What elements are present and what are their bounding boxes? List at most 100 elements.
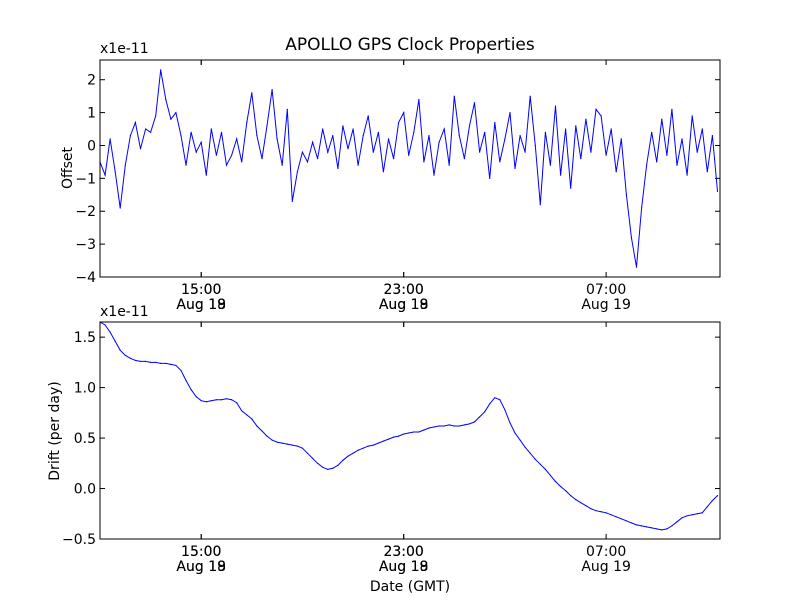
offset-data-point — [327, 151, 329, 153]
offset-data-point — [661, 118, 663, 120]
offset-data-point — [372, 151, 374, 153]
drift-data-point — [716, 495, 719, 497]
drift-data-point — [104, 324, 106, 326]
drift-data-point — [271, 439, 273, 441]
offset-data-point — [276, 138, 278, 140]
offset-data-point — [377, 131, 379, 133]
drift-data-point — [210, 400, 212, 402]
offset-data-point — [428, 135, 430, 137]
drift-data-point — [686, 515, 688, 517]
drift-data-point — [403, 433, 405, 435]
drift-data-point — [630, 522, 633, 524]
drift-data-point — [544, 468, 547, 470]
drift-panel: x1e-11 Drift (per day) −0.5 0.0 0.5 1.0 1.5 1… — [47, 304, 721, 595]
drift-data-point — [139, 360, 142, 362]
offset-data-point — [433, 174, 435, 176]
drift-data-point — [185, 379, 187, 382]
drift-data-point — [124, 354, 126, 356]
drift-data-point — [539, 463, 541, 465]
drift-series — [99, 321, 719, 531]
offset-data-point — [342, 125, 344, 127]
offset-x-tick-label-time: 23:00 — [383, 282, 423, 298]
offset-data-point — [271, 89, 273, 91]
offset-data-point — [423, 161, 425, 163]
offset-data-point — [706, 171, 708, 173]
offset-data-point — [150, 131, 152, 133]
drift-axes-frame — [99, 321, 721, 540]
drift-data-point — [656, 528, 658, 530]
drift-data-point — [443, 425, 445, 427]
drift-data-point — [458, 425, 460, 427]
drift-data-point — [266, 435, 268, 437]
drift-data-point — [681, 517, 683, 519]
offset-data-point — [499, 161, 501, 163]
drift-x-tick-label-date: Aug 18 — [379, 559, 429, 575]
drift-data-point — [377, 442, 379, 444]
offset-data-point — [691, 115, 693, 117]
drift-data-point — [711, 500, 714, 502]
drift-data-point — [180, 369, 182, 371]
drift-data-point — [519, 439, 521, 441]
offset-data-point — [494, 121, 496, 124]
offset-data-point — [570, 187, 572, 189]
offset-data-point — [610, 128, 612, 130]
offset-data-point — [468, 125, 471, 127]
offset-x-tick-label-date: Aug 19 — [379, 297, 429, 313]
offset-data-point — [205, 174, 207, 176]
drift-series-line — [99, 321, 718, 531]
offset-data-point — [231, 154, 233, 156]
drift-data-point — [433, 426, 435, 428]
offset-x-tick-label-time: 23:00 — [383, 282, 423, 298]
drift-data-point — [225, 398, 228, 400]
drift-x-tick-label-time: 15:00 — [181, 544, 221, 560]
offset-data-point — [185, 164, 187, 166]
offset-data-point — [651, 131, 653, 133]
offset-x-tick-label-time: 07:00 — [586, 282, 626, 298]
drift-data-point — [352, 452, 354, 454]
drift-multiplier-label: x1e-11 — [100, 304, 149, 320]
offset-data-point — [413, 131, 415, 133]
offset-data-point — [291, 200, 293, 202]
offset-x-tick-label-date: Aug 18 — [379, 297, 429, 313]
drift-data-point — [453, 425, 455, 427]
drift-x-tick-label-time: 15:00 — [181, 544, 221, 560]
drift-data-point — [109, 331, 111, 333]
offset-data-point — [190, 131, 192, 133]
drift-data-point — [615, 516, 617, 518]
drift-data-point — [286, 443, 288, 445]
drift-data-point — [322, 466, 324, 468]
offset-data-point — [317, 158, 319, 160]
offset-data-point — [565, 128, 567, 130]
offset-data-point — [641, 207, 643, 209]
drift-x-axis-label: Date (GMT) — [370, 579, 450, 595]
drift-data-point — [479, 416, 481, 418]
drift-data-point — [625, 520, 628, 522]
drift-data-point — [565, 490, 567, 492]
drift-data-point — [281, 442, 283, 444]
drift-data-point — [332, 467, 334, 469]
offset-data-point — [200, 141, 202, 143]
drift-data-point — [600, 511, 602, 513]
offset-data-point — [225, 164, 228, 166]
offset-data-point — [256, 135, 258, 137]
offset-data-point — [463, 158, 465, 160]
offset-data-point — [560, 174, 562, 176]
offset-data-point — [312, 141, 314, 143]
drift-data-point — [170, 363, 172, 365]
offset-data-point — [580, 158, 582, 160]
drift-data-point — [463, 424, 465, 426]
offset-data-point — [352, 128, 354, 130]
drift-data-point — [595, 510, 597, 512]
offset-data-point — [534, 144, 536, 147]
drift-data-point — [413, 431, 415, 433]
offset-data-point — [514, 167, 516, 170]
offset-data-point — [448, 164, 450, 166]
drift-data-point — [357, 449, 359, 451]
drift-data-point — [691, 514, 693, 516]
offset-data-point — [701, 128, 703, 130]
offset-data-point — [453, 95, 455, 97]
offset-data-point — [438, 141, 440, 143]
drift-x-tick-label-date: Aug 18 — [176, 559, 226, 575]
